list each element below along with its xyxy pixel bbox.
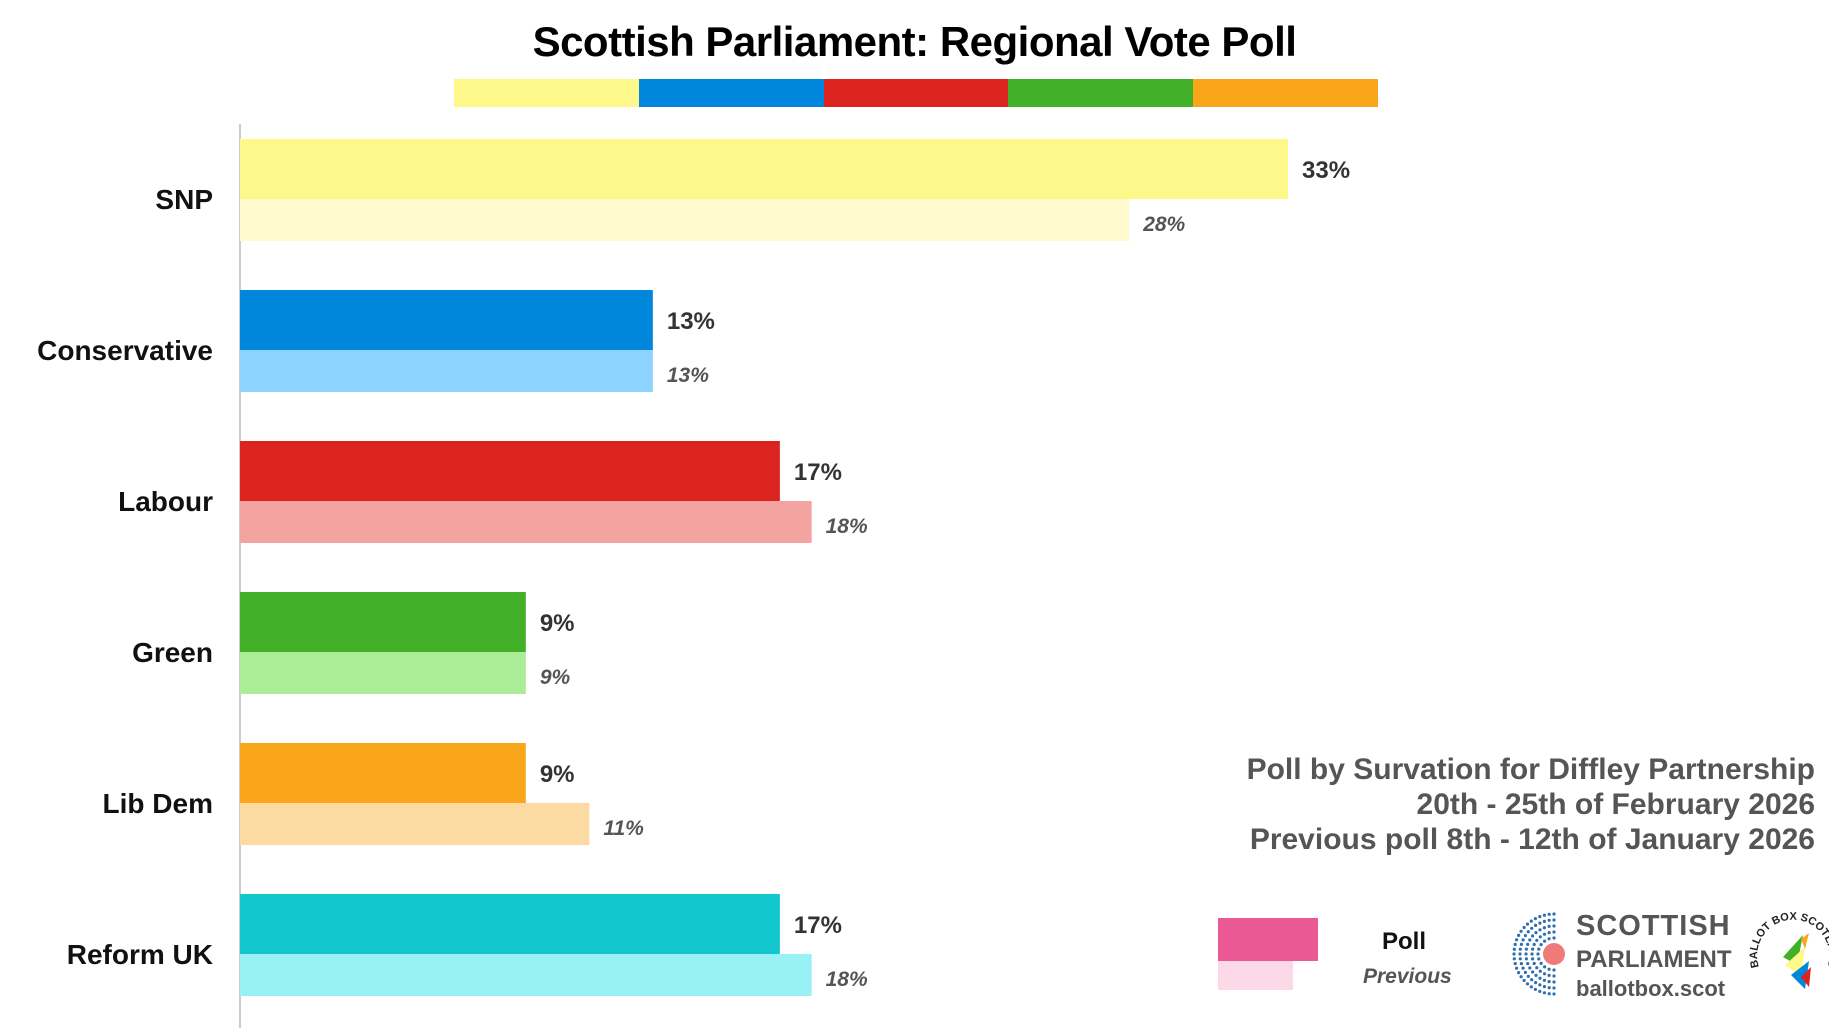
bar-poll	[240, 743, 526, 803]
bar-previous	[240, 652, 526, 694]
data-label-poll: 33%	[1302, 157, 1350, 184]
data-label-previous: 13%	[667, 364, 709, 387]
data-label-poll: 17%	[794, 912, 842, 939]
legend-label-previous: Previous	[1363, 965, 1452, 988]
badge-text: BALLOT BOX SCOTLAND	[1748, 911, 1829, 969]
category-label: SNP	[155, 184, 213, 215]
source-line-previous: Previous poll 8th - 12th of January 2026	[1249, 823, 1815, 856]
data-label-previous: 18%	[826, 515, 868, 538]
category-label: Reform UK	[67, 939, 213, 970]
bar-poll	[240, 894, 780, 954]
color-strip-segment	[1193, 79, 1378, 107]
bar-poll	[240, 441, 780, 501]
category-label: Conservative	[37, 335, 213, 366]
data-label-poll: 13%	[667, 308, 715, 335]
category-label: Green	[132, 637, 213, 668]
source-line-dates: 20th - 25th of February 2026	[1416, 788, 1815, 821]
legend-label-poll: Poll	[1382, 928, 1427, 955]
category-label: Lib Dem	[103, 788, 213, 819]
bar-previous	[240, 199, 1130, 241]
ballot-box-scotland-badge-icon: BALLOT BOX SCOTLAND	[1745, 905, 1829, 1001]
party-color-strip	[454, 79, 1378, 107]
data-label-poll: 17%	[794, 459, 842, 486]
svg-text:BALLOT BOX SCOTLAND: BALLOT BOX SCOTLAND	[1748, 911, 1829, 969]
poll-source-note: Poll by Survation for Diffley Partnershi…	[1247, 752, 1815, 857]
bar-previous	[240, 954, 812, 996]
parliament-hemicycle-icon	[1512, 912, 1565, 996]
data-label-previous: 28%	[1142, 213, 1185, 236]
legend-swatch-poll	[1218, 918, 1318, 961]
source-line-pollster: Poll by Survation for Diffley Partnershi…	[1246, 753, 1815, 786]
color-strip-segment	[638, 79, 824, 107]
legend-swatch-previous	[1218, 961, 1293, 990]
data-label-previous: 11%	[603, 817, 644, 840]
scottish-parliament-logo: SCOTTISH PARLIAMENT ballotbox.scot	[1508, 906, 1732, 1002]
data-label-poll: 9%	[540, 610, 575, 637]
color-strip-segment	[454, 79, 639, 107]
logo-text-parliament: PARLIAMENT	[1576, 946, 1732, 973]
logo-text-site: ballotbox.scot	[1576, 976, 1726, 1001]
bar-previous	[240, 350, 653, 392]
color-strip-segment	[823, 79, 1009, 107]
bar-poll	[240, 290, 653, 350]
chart-title: Scottish Parliament: Regional Vote Poll	[532, 18, 1297, 65]
bar-previous	[240, 501, 812, 543]
data-label-previous: 18%	[826, 968, 868, 991]
data-label-poll: 9%	[540, 761, 575, 788]
legend: Poll Previous	[1218, 918, 1478, 998]
bar-previous	[240, 803, 590, 845]
color-strip-segment	[1008, 79, 1194, 107]
data-label-previous: 9%	[540, 666, 571, 689]
bar-poll	[240, 139, 1288, 199]
bar-poll	[240, 592, 526, 652]
category-label: Labour	[118, 486, 213, 517]
logo-text-scottish: SCOTTISH	[1576, 910, 1731, 942]
